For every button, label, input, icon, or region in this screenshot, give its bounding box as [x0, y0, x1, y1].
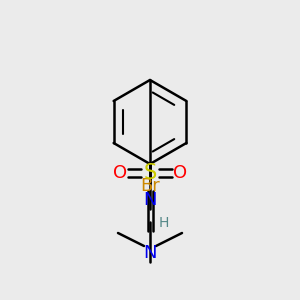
Text: Br: Br — [140, 177, 160, 195]
Text: N: N — [143, 191, 157, 209]
Text: O: O — [173, 164, 187, 182]
Text: S: S — [143, 163, 157, 183]
Text: H: H — [159, 216, 169, 230]
Text: O: O — [113, 164, 127, 182]
Text: N: N — [143, 244, 157, 262]
